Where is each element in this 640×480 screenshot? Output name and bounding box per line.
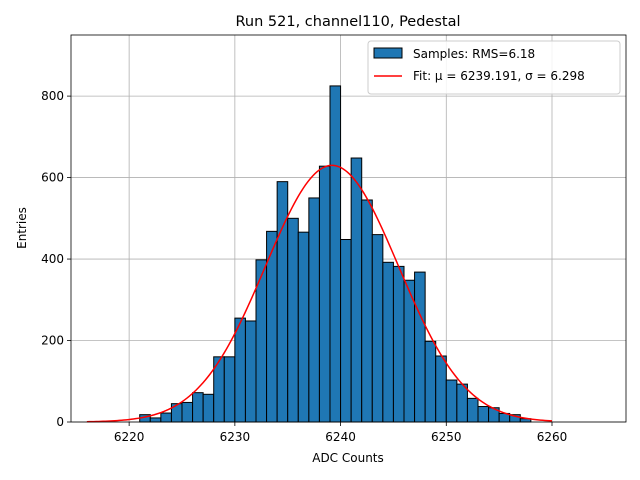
y-tick-label: 600 <box>41 171 64 185</box>
y-axis: 0 200 400 600 800 <box>41 89 71 429</box>
histogram-bar <box>149 417 162 423</box>
histogram-bars <box>139 85 532 423</box>
histogram-bar <box>318 165 331 423</box>
x-tick-label: 6260 <box>537 430 568 444</box>
y-axis-label: Entries <box>15 207 29 249</box>
histogram-bar <box>234 317 246 423</box>
histogram-bar <box>223 356 236 423</box>
x-tick-label: 6250 <box>431 430 462 444</box>
histogram-bar <box>160 412 172 423</box>
histogram-bar <box>244 320 257 423</box>
chart-title: Run 521, channel110, Pedestal <box>235 14 460 30</box>
plot-frame <box>70 34 627 423</box>
histogram-bar <box>414 271 426 423</box>
x-tick-label: 6220 <box>114 430 145 444</box>
histogram-bar <box>382 261 394 423</box>
histogram-bar <box>435 355 447 423</box>
legend-samples-label: Samples: RMS=6.18 <box>413 47 535 61</box>
legend-samples-swatch <box>373 47 403 59</box>
legend-box <box>367 40 621 95</box>
histogram-bar <box>181 401 194 423</box>
x-tick-label: 6240 <box>325 430 356 444</box>
histogram-bar <box>424 340 437 423</box>
y-tick-label: 400 <box>41 252 64 266</box>
x-axis: 6220 6230 6240 6250 6260 <box>114 422 567 444</box>
histogram-bar <box>276 181 289 423</box>
histogram-bar <box>445 379 458 423</box>
histogram-bar <box>456 383 468 423</box>
legend-fit-label: Fit: μ = 6239.191, σ = 6.298 <box>413 69 585 83</box>
histogram-bar <box>340 238 352 423</box>
histogram-bar <box>361 199 373 423</box>
histogram-bar <box>329 85 342 423</box>
legend: Samples: RMS=6.18 Fit: μ = 6239.191, σ =… <box>367 40 621 95</box>
histogram-bar <box>202 393 215 423</box>
x-axis-label: ADC Counts <box>312 451 384 465</box>
histogram-bar <box>308 197 320 423</box>
histogram-bar <box>371 234 384 423</box>
histogram-bar <box>403 279 416 423</box>
histogram-bar <box>192 392 204 423</box>
histogram-bar <box>287 217 299 423</box>
histogram-bar <box>392 265 405 423</box>
y-tick-label: 200 <box>41 334 64 348</box>
histogram-bar <box>350 157 363 423</box>
x-tick-label: 6230 <box>220 430 251 444</box>
histogram-bar <box>477 406 490 423</box>
histogram-bar <box>297 231 310 423</box>
y-tick-label: 800 <box>41 89 64 103</box>
histogram-bar <box>466 397 479 423</box>
fit-curve <box>86 164 553 423</box>
y-tick-label: 0 <box>56 415 64 429</box>
